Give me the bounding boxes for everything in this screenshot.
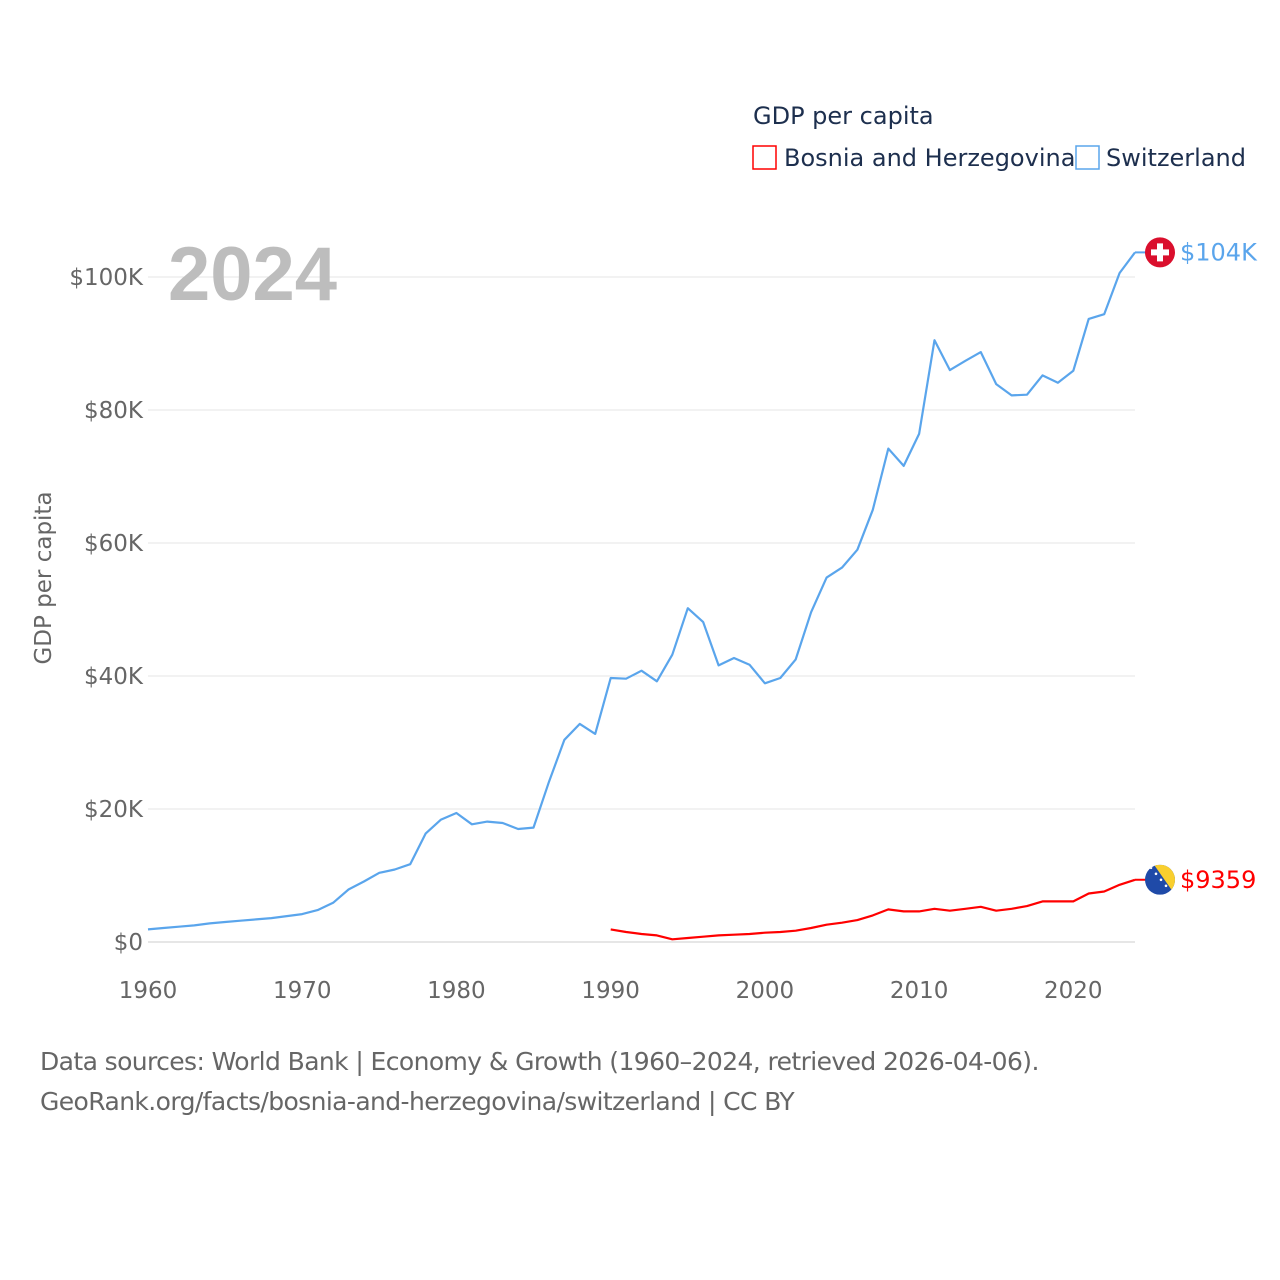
y-tick-label: $40K xyxy=(84,664,144,690)
source-link[interactable]: GeoRank.org/facts/bosnia-and-herzegovina… xyxy=(40,1087,795,1116)
y-tick-label: $60K xyxy=(84,531,144,557)
bosnia-flag-icon xyxy=(1145,864,1175,895)
x-tick-label: 1970 xyxy=(273,978,332,1004)
series-line-bosnia-and-herzegovina[interactable] xyxy=(610,878,1136,941)
legend-label-bosnia[interactable]: Bosnia and Herzegovina xyxy=(784,144,1075,172)
x-tick-label: 2020 xyxy=(1044,978,1103,1004)
legend-title: GDP per capita xyxy=(753,102,934,130)
end-value-label: $9359 xyxy=(1180,866,1256,894)
grid xyxy=(148,276,1135,943)
x-tick-label: 1990 xyxy=(581,978,640,1004)
y-axis: $0 $20K $40K $60K $80K $100K xyxy=(69,265,144,956)
x-tick-label: 2000 xyxy=(736,978,795,1004)
y-tick-label: $80K xyxy=(84,398,144,424)
end-labels: $9359 $104K xyxy=(1135,237,1258,895)
legend-swatch-switzerland[interactable] xyxy=(1075,145,1100,170)
y-tick-label: $100K xyxy=(69,265,144,291)
y-tick-label: $20K xyxy=(84,797,144,823)
x-axis: 1960 1970 1980 1990 2000 2010 2020 xyxy=(119,978,1103,1004)
series-lines xyxy=(147,251,1136,941)
year-label: 2024 xyxy=(168,232,337,317)
x-tick-label: 2010 xyxy=(890,978,949,1004)
y-tick-label: $0 xyxy=(114,930,143,956)
footer: Data sources: World Bank | Economy & Gro… xyxy=(40,1042,1039,1122)
legend-label-switzerland[interactable]: Switzerland xyxy=(1106,144,1246,172)
data-sources: Data sources: World Bank | Economy & Gro… xyxy=(40,1047,1039,1076)
x-tick-label: 1980 xyxy=(427,978,486,1004)
y-axis-title: GDP per capita xyxy=(31,491,57,664)
end-value-label: $104K xyxy=(1180,238,1258,266)
legend: GDP per capita Bosnia and Herzegovina Sw… xyxy=(752,102,1246,172)
legend-swatch-bosnia[interactable] xyxy=(752,145,777,170)
x-tick-label: 1960 xyxy=(119,978,178,1004)
series-line-switzerland[interactable] xyxy=(147,251,1136,931)
switzerland-flag-icon xyxy=(1145,237,1175,268)
